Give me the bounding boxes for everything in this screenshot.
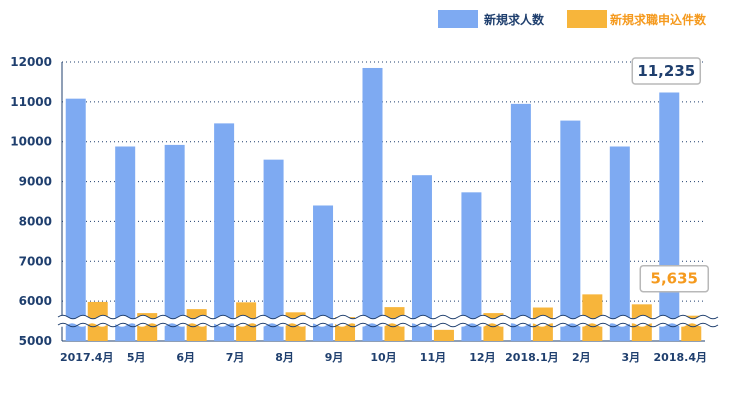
x-tick-label: 2月 bbox=[572, 351, 591, 364]
x-tick-label: 10月 bbox=[370, 351, 396, 364]
gridlines bbox=[62, 61, 705, 302]
x-tick-label: 9月 bbox=[325, 351, 344, 364]
bar-new-job-applications bbox=[433, 329, 454, 341]
bar-new-job-applications bbox=[582, 294, 603, 341]
y-tick-label: 11000 bbox=[10, 95, 52, 109]
x-tick-label: 2018.4月 bbox=[654, 351, 707, 364]
legend: 新規求人数 新規求職申込件数 bbox=[438, 10, 707, 28]
legend-swatch-new-job-openings bbox=[438, 10, 478, 28]
callout-label: 5,635 bbox=[651, 270, 698, 288]
legend-label-new-job-applications: 新規求職申込件数 bbox=[610, 12, 707, 27]
y-tick-label: 6000 bbox=[19, 294, 52, 308]
bar-new-job-openings bbox=[164, 144, 185, 341]
x-tick-label: 3月 bbox=[621, 351, 640, 364]
bar-new-job-openings bbox=[461, 192, 482, 341]
x-tick-label: 7月 bbox=[226, 351, 245, 364]
y-tick-label: 10000 bbox=[10, 135, 52, 149]
x-tick-label: 6月 bbox=[176, 351, 195, 364]
bar-new-job-openings bbox=[313, 205, 334, 341]
x-tick-label: 2017.4月 bbox=[60, 351, 113, 364]
bar-new-job-openings bbox=[115, 146, 136, 341]
x-tick-label: 5月 bbox=[127, 351, 146, 364]
x-tick-label: 2018.1月 bbox=[505, 351, 558, 364]
y-tick-label: 7000 bbox=[19, 254, 52, 268]
axis-break-line-upper bbox=[57, 314, 719, 320]
y-tick-label: 8000 bbox=[19, 214, 52, 228]
bars bbox=[65, 67, 702, 341]
callout-box bbox=[631, 57, 702, 85]
legend-label-new-job-openings: 新規求人数 bbox=[484, 12, 545, 27]
legend-swatch-new-job-applications bbox=[567, 10, 607, 28]
y-axis: 5000 6000 7000 8000 9000 10000 11000 12000 bbox=[10, 55, 705, 348]
bar-new-job-openings bbox=[510, 103, 531, 341]
bar-new-job-openings bbox=[411, 175, 432, 341]
bar-new-job-openings bbox=[659, 92, 680, 341]
y-tick-label: 12000 bbox=[10, 55, 52, 69]
axis-break-line-lower bbox=[57, 322, 719, 328]
bar-new-job-openings bbox=[609, 146, 630, 341]
x-axis: 2017.4月 5月 6月 7月 8月 9月 10月 11月 12月 2018.1月 2月 3月 201… bbox=[60, 351, 707, 364]
x-tick-label: 12月 bbox=[469, 351, 495, 364]
bar-new-job-openings bbox=[560, 120, 581, 341]
callouts: 11,235 5,635 bbox=[631, 57, 710, 293]
x-tick-label: 11月 bbox=[420, 351, 446, 364]
bar-new-job-openings bbox=[362, 67, 383, 341]
callout-box bbox=[639, 264, 710, 293]
bar-new-job-openings bbox=[214, 123, 235, 341]
bar-new-job-openings bbox=[65, 98, 86, 341]
y-tick-label: 5000 bbox=[19, 334, 52, 348]
x-tick-label: 8月 bbox=[275, 351, 294, 364]
bar-new-job-openings bbox=[263, 159, 284, 341]
y-tick-label: 9000 bbox=[19, 175, 52, 189]
axis-break bbox=[47, 314, 727, 328]
callout-label: 11,235 bbox=[637, 62, 695, 80]
